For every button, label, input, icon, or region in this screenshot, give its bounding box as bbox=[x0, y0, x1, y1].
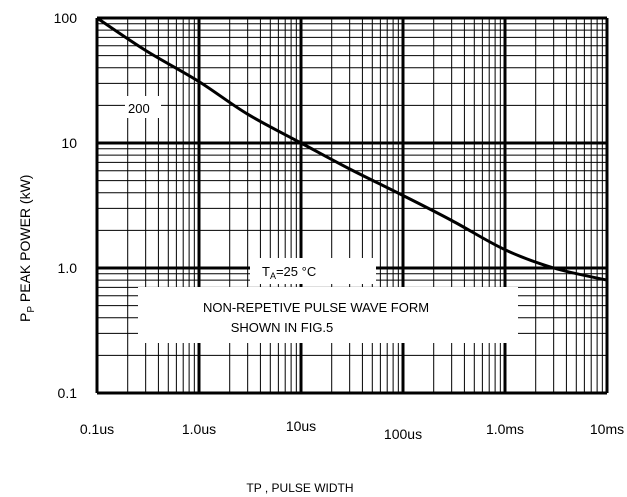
peak-power-curve bbox=[96, 16, 608, 282]
ta-label-background bbox=[250, 258, 376, 284]
x-tick-label: 0.1us bbox=[80, 421, 114, 437]
x-tick-label: 10ms bbox=[590, 421, 624, 437]
annotation-background-layer bbox=[125, 96, 518, 343]
y-tick-label: 10 bbox=[61, 135, 77, 151]
curve-label-background bbox=[125, 96, 161, 118]
ambient-temperature-label: TA=25 °C bbox=[262, 264, 316, 281]
y-tick-label: 100 bbox=[54, 10, 78, 26]
note-line-1: NON-REPETIVE PULSE WAVE FORM bbox=[203, 300, 429, 315]
x-tick-label: 10us bbox=[286, 418, 316, 434]
note-background bbox=[138, 287, 518, 343]
curve-layer bbox=[96, 16, 608, 282]
x-axis-label: TP , PULSE WIDTH bbox=[246, 481, 353, 495]
y-axis-label: PP PEAK POWER (kW) bbox=[17, 175, 37, 322]
label-layer: PP PEAK POWER (kW) TP , PULSE WIDTH 200 … bbox=[17, 10, 624, 495]
note-line-2: SHOWN IN FIG.5 bbox=[231, 320, 334, 335]
x-tick-label: 1.0ms bbox=[486, 421, 524, 437]
y-tick-label: 1.0 bbox=[58, 260, 78, 276]
curve-label: 200 bbox=[128, 101, 150, 116]
x-tick-label: 100us bbox=[384, 426, 422, 442]
x-tick-label: 1.0us bbox=[182, 421, 216, 437]
y-tick-label: 0.1 bbox=[58, 385, 78, 401]
